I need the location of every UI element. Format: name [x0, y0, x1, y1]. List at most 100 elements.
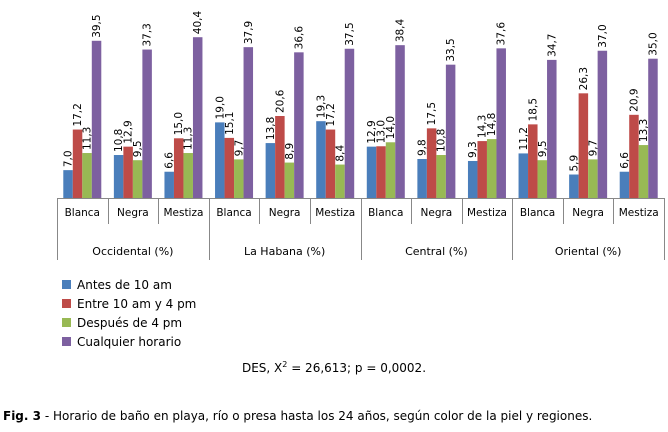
data-label: 8,9	[284, 143, 296, 160]
data-label: 9,7	[233, 140, 245, 157]
bar	[284, 162, 295, 198]
bar	[183, 153, 193, 198]
data-label: 9,8	[417, 139, 429, 156]
legend: Antes de 10 am Entre 10 am y 4 pm Despué…	[62, 275, 196, 351]
bar-chart: 7,017,211,339,5Blanca10,812,99,537,3Negr…	[57, 11, 665, 260]
data-label: 39,5	[91, 14, 103, 37]
bar	[366, 146, 377, 198]
bar	[132, 160, 143, 198]
bar	[569, 174, 579, 198]
bar	[82, 153, 92, 198]
data-label: 10,8	[436, 129, 448, 152]
legend-swatch	[62, 280, 71, 289]
legend-label: Antes de 10 am	[77, 277, 172, 292]
bar	[142, 49, 152, 198]
bar	[629, 114, 639, 198]
data-label: 15,1	[224, 112, 236, 135]
data-label: 13,0	[376, 120, 388, 143]
bar	[528, 124, 538, 198]
category-label: Blanca	[216, 207, 251, 219]
data-label: 37,6	[496, 22, 508, 46]
bar	[325, 129, 336, 198]
data-label: 11,2	[518, 127, 530, 150]
bar	[265, 143, 276, 198]
data-label: 10,8	[113, 129, 125, 152]
data-label: 19,0	[214, 96, 226, 119]
bar	[537, 160, 548, 198]
data-label: 15,0	[173, 112, 185, 135]
bar	[518, 153, 529, 198]
bar	[173, 138, 184, 198]
bar	[344, 48, 355, 198]
bar	[243, 47, 254, 198]
data-label: 20,9	[628, 88, 640, 111]
data-label: 13,8	[265, 117, 277, 140]
bar	[638, 145, 649, 198]
legend-item: Después de 4 pm	[62, 313, 196, 332]
bar	[395, 45, 405, 198]
legend-item: Cualquier horario	[62, 332, 196, 351]
category-label: Mestiza	[163, 207, 203, 219]
bar	[335, 164, 345, 198]
data-label: 14,3	[477, 115, 489, 138]
data-label: 5,9	[568, 155, 580, 172]
bar	[496, 48, 506, 198]
legend-label: Cualquier horario	[77, 334, 182, 349]
bar	[294, 52, 304, 198]
legend-label: Después de 4 pm	[77, 315, 183, 330]
bar	[648, 58, 658, 199]
stat-prefix: DES, X	[241, 361, 283, 375]
category-label: Blanca	[520, 207, 555, 219]
data-label: 11,3	[183, 127, 195, 150]
bar	[385, 142, 396, 198]
bar	[72, 129, 83, 198]
data-label: 37,5	[344, 22, 356, 45]
group-label: La Habana (%)	[244, 245, 325, 258]
bar	[113, 155, 124, 198]
data-label: 14,8	[486, 113, 498, 136]
data-label: 40,4	[192, 11, 204, 35]
stat-superscript: 2	[282, 360, 288, 369]
category-label: Negra	[572, 207, 604, 219]
bar	[486, 139, 497, 198]
data-label: 26,3	[578, 67, 590, 90]
bar	[91, 40, 102, 198]
data-label: 35,0	[647, 32, 659, 55]
bar	[417, 158, 427, 198]
bar	[275, 116, 285, 198]
bar	[547, 59, 557, 199]
data-label: 9,5	[537, 140, 549, 157]
data-label: 18,5	[527, 98, 539, 121]
data-label: 38,4	[395, 18, 407, 42]
data-label: 12,9	[366, 120, 378, 143]
bar	[164, 171, 174, 198]
bar	[597, 50, 608, 198]
bar	[588, 159, 598, 198]
data-label: 37,9	[243, 21, 255, 44]
data-label: 20,6	[274, 89, 286, 113]
data-label: 7,0	[63, 150, 75, 167]
caption-figure-number: Fig. 3	[3, 409, 41, 423]
data-label: 11,3	[82, 127, 94, 150]
bar	[215, 122, 225, 198]
bar	[316, 121, 326, 198]
bar	[477, 141, 487, 198]
legend-swatch	[62, 318, 71, 327]
data-label: 17,2	[325, 103, 337, 126]
category-label: Mestiza	[315, 207, 355, 219]
data-label: 36,6	[293, 26, 305, 50]
category-label: Negra	[117, 207, 149, 219]
statistics-note: DES, X2 = 26,613; p = 0,0002.	[0, 360, 668, 375]
data-label: 34,7	[546, 34, 558, 57]
data-label: 37,0	[597, 24, 609, 47]
legend-item: Antes de 10 am	[62, 275, 196, 294]
category-label: Mestiza	[467, 207, 507, 219]
category-label: Blanca	[368, 207, 403, 219]
category-label: Negra	[421, 207, 453, 219]
category-label: Blanca	[65, 207, 100, 219]
data-label: 9,5	[132, 140, 144, 157]
data-label: 33,5	[445, 38, 457, 61]
data-label: 17,5	[426, 102, 438, 125]
bar	[445, 64, 456, 198]
bar	[578, 93, 589, 198]
